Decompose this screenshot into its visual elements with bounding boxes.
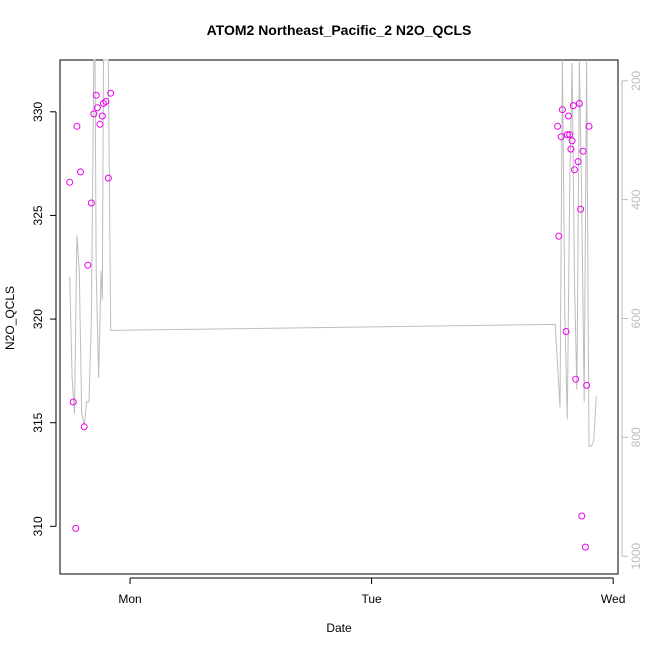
scatter-point	[66, 178, 74, 186]
scatter-point	[554, 122, 562, 130]
scatter-point	[574, 158, 582, 166]
right-tick-label: 200	[629, 70, 643, 90]
scatter-point	[558, 106, 566, 114]
y-axis-left: 310 315 320 325 330	[31, 101, 57, 536]
y-tick-label: 320	[31, 309, 45, 329]
chart-title: ATOM2 Northeast_Pacific_2 N2O_QCLS	[207, 22, 472, 38]
scatter-point	[567, 145, 575, 153]
x-axis: Mon Tue Wed	[118, 577, 625, 606]
right-tick-label: 400	[629, 189, 643, 209]
scatter-point	[575, 100, 583, 107]
scatter-point	[566, 131, 574, 139]
scatter-point	[557, 133, 565, 141]
scatter-point	[77, 168, 84, 176]
scatter-point	[93, 104, 101, 112]
scatter-point	[578, 512, 586, 520]
scatter-point	[555, 232, 563, 240]
y-axis-title: N2O_QCLS	[3, 286, 17, 350]
scatter-point	[69, 398, 77, 406]
right-tick-label: 800	[629, 427, 643, 447]
y-axis-right: 200 400 600 800 1000	[621, 70, 643, 570]
scatter-point	[90, 110, 98, 118]
x-tick-label: Mon	[118, 592, 141, 606]
scatter-point	[579, 147, 587, 155]
line-series	[69, 59, 597, 447]
line-series-path	[69, 59, 597, 447]
scatter-point	[80, 423, 88, 431]
y-tick-label: 310	[31, 516, 45, 536]
x-tick-label: Tue	[361, 592, 382, 606]
scatter-point	[581, 543, 589, 551]
scatter-point	[571, 166, 578, 174]
right-tick-label: 600	[629, 308, 643, 328]
scatter-point	[568, 137, 576, 145]
scatter-series	[66, 89, 593, 551]
x-axis-title: Date	[326, 621, 352, 635]
scatter-point	[565, 112, 572, 120]
scatter-point	[572, 375, 580, 383]
y-tick-label: 325	[31, 205, 45, 225]
scatter-point	[96, 120, 104, 128]
scatter-point	[72, 524, 80, 532]
y-tick-label: 315	[31, 412, 45, 432]
right-tick-label: 1000	[629, 543, 643, 570]
scatter-point	[98, 112, 106, 120]
scatter-point	[569, 102, 577, 110]
scatter-point	[73, 122, 81, 130]
scatter-point	[107, 89, 115, 97]
scatter-point	[92, 91, 100, 99]
scatter-point	[585, 122, 593, 130]
scatter-point	[562, 328, 570, 335]
x-tick-label: Wed	[601, 592, 625, 606]
scatter-point	[563, 131, 571, 139]
plot-area-border	[59, 59, 619, 575]
scatter-point	[583, 381, 591, 389]
scatter-point	[104, 174, 112, 182]
scatter-point	[577, 205, 585, 213]
scatter-point	[87, 199, 95, 207]
y-tick-label: 330	[31, 101, 45, 121]
scatter-point	[84, 261, 92, 269]
scatter-point	[102, 98, 110, 105]
